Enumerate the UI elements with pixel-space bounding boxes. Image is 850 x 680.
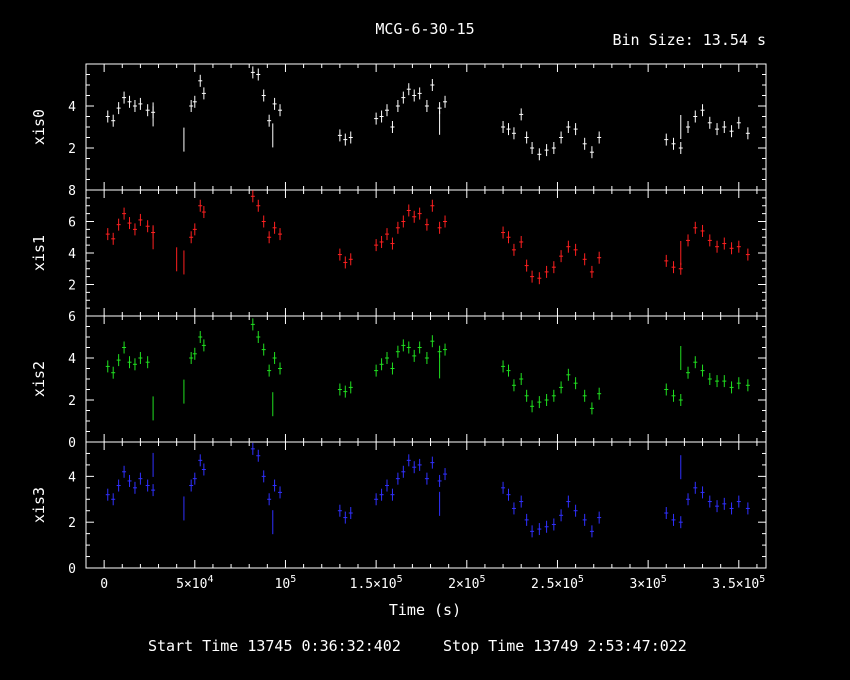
y-tick-label-xis0: 2 [68, 142, 76, 157]
start-time-label: Start Time 13745 0:36:32:402 [148, 637, 401, 655]
x-tick-exponent: 5 [397, 574, 403, 585]
stop-time-label: Stop Time 13749 2:53:47:022 [443, 637, 687, 655]
y-axis-label-xis2: xis2 [30, 361, 48, 397]
panel-frame-xis2 [85, 315, 767, 443]
x-axis-label: Time (s) [389, 601, 461, 619]
chart-title: MCG-6-30-15 [375, 20, 474, 38]
x-tick-label: 2×105 [448, 574, 485, 592]
panel-frame-xis3 [85, 441, 767, 569]
series-xis3 [105, 442, 750, 538]
panel-frame-xis1 [85, 189, 767, 317]
bin-size-label: Bin Size: 13.54 s [612, 31, 766, 49]
y-tick-label-xis3: 4 [68, 470, 76, 485]
series-xis2 [105, 318, 750, 421]
series-xis1 [105, 190, 750, 285]
y-tick-label-xis1: 6 [68, 216, 76, 231]
y-tick-label-xis2: 2 [68, 394, 76, 409]
x-tick-exponent: 5 [578, 574, 584, 585]
y-tick-label-xis2: 0 [68, 436, 76, 451]
x-tick-label: 3×105 [629, 574, 666, 592]
x-tick-exponent: 5 [759, 574, 765, 585]
x-tick-label: 5×104 [176, 574, 213, 592]
y-axis-label-xis3: xis3 [30, 487, 48, 523]
x-tick-exponent: 5 [479, 574, 485, 585]
x-tick-exponent: 4 [207, 574, 213, 585]
y-tick-label-xis2: 4 [68, 352, 76, 367]
x-tick-exponent: 5 [290, 574, 296, 585]
y-tick-label-xis3: 2 [68, 516, 76, 531]
y-tick-label-xis2: 6 [68, 310, 76, 325]
x-tick-exponent: 5 [661, 574, 667, 585]
x-tick-label: 1.5×105 [350, 574, 403, 592]
x-tick-label: 3.5×105 [712, 574, 765, 592]
series-xis0 [105, 66, 750, 161]
y-tick-label-xis3: 0 [68, 562, 76, 577]
y-tick-label-xis0: 4 [68, 100, 76, 115]
panels: 2 4 xis0 2 4 6 8 xis1 0 2 4 6 xis2 0 2 4 xis3 0 5×104 105 1.… [30, 63, 767, 592]
y-tick-label-xis1: 2 [68, 279, 76, 294]
x-tick-label: 0 [100, 577, 108, 592]
y-tick-label-xis1: 8 [68, 184, 76, 199]
panel-frame-xis0 [85, 63, 767, 191]
y-tick-label-xis1: 4 [68, 247, 76, 262]
y-axis-label-xis1: xis1 [30, 235, 48, 271]
y-axis-label-xis0: xis0 [30, 109, 48, 145]
x-tick-label: 2.5×105 [531, 574, 584, 592]
x-tick-label: 105 [275, 574, 297, 592]
